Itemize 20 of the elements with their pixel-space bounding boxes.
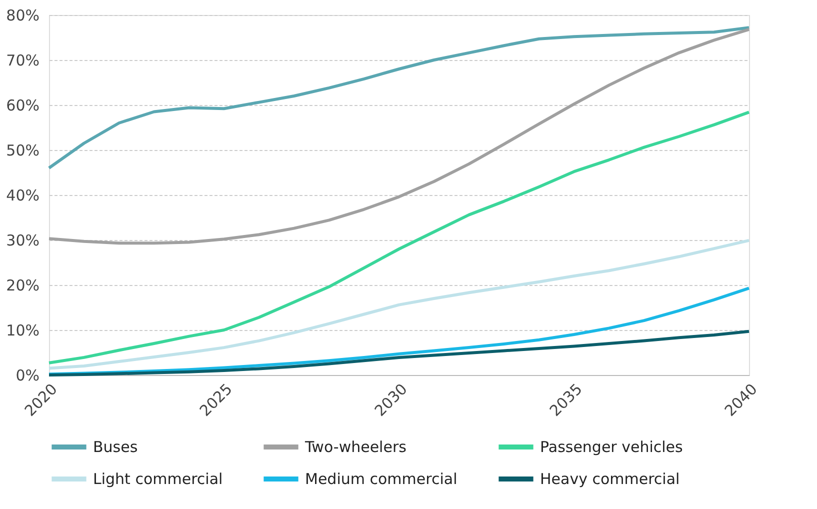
y-tick-label: 40% bbox=[6, 186, 40, 204]
y-tick-label: 20% bbox=[6, 276, 40, 294]
y-tick-label: 30% bbox=[6, 232, 40, 250]
y-tick-label: 60% bbox=[6, 96, 40, 114]
legend-label: Buses bbox=[93, 438, 138, 456]
y-tick-label: 10% bbox=[6, 322, 40, 340]
line-series bbox=[48, 110, 750, 364]
y-tick-label: 70% bbox=[6, 52, 40, 70]
y-tick-label: 0% bbox=[16, 366, 40, 384]
legend-label: Two-wheelers bbox=[304, 438, 407, 456]
y-tick-label: 80% bbox=[6, 6, 40, 24]
line-series bbox=[48, 238, 750, 370]
legend-label: Light commercial bbox=[93, 470, 223, 488]
legend-label: Passenger vehicles bbox=[540, 438, 684, 456]
line-series bbox=[48, 330, 750, 376]
legend-label: Medium commercial bbox=[305, 470, 458, 488]
legend-label: Heavy commercial bbox=[540, 470, 680, 488]
y-tick-label: 50% bbox=[6, 142, 40, 160]
line-series bbox=[48, 26, 750, 170]
line-series bbox=[48, 28, 750, 245]
